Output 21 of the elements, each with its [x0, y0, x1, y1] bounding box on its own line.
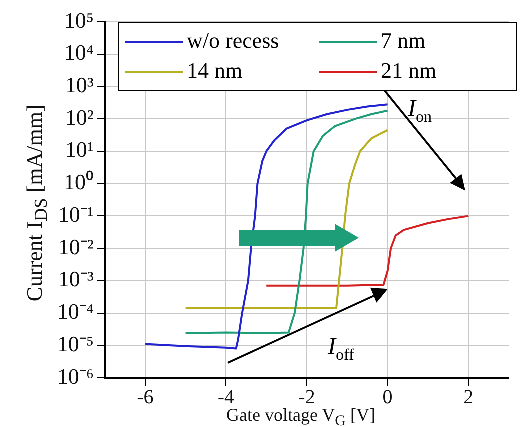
y-tick-label: 10⁻⁴ [57, 299, 94, 324]
x-tick-label: 0 [382, 386, 393, 408]
x-tick-label: -6 [137, 386, 154, 408]
legend-label: 21 nm [381, 58, 437, 83]
y-tick-label: 10⁻⁵ [57, 331, 94, 356]
y-tick-label: 10³ [65, 72, 94, 98]
y-tick-label: 10⁴ [64, 40, 94, 66]
y-tick-label: 10² [65, 104, 94, 130]
annotation: I$_{off}$ [328, 334, 354, 365]
y-tick-label: 10¹ [65, 137, 94, 162]
y-tick-label: 10⁻³ [58, 266, 94, 292]
x-tick-label: 2 [464, 386, 474, 408]
legend-label: w/o recess [187, 28, 280, 53]
annotation: I$_{on}$ [408, 96, 432, 127]
y-tick-label: 10⁻² [58, 234, 94, 260]
y-tick-label: 10⁰ [64, 170, 94, 195]
y-tick-label: 10⁻¹ [58, 202, 94, 227]
y-tick-label: 10⁻⁶ [57, 364, 94, 389]
y-tick-label: 10⁵ [64, 8, 94, 33]
legend-label: 7 nm [381, 28, 426, 53]
legend-label: 14 nm [187, 58, 243, 83]
